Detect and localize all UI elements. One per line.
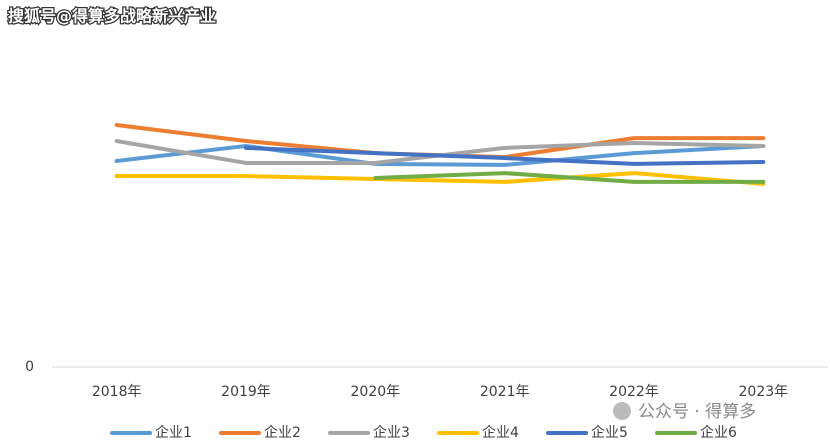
- watermark-icon: [613, 402, 631, 420]
- x-tick-label: 2019年: [221, 384, 271, 400]
- legend-label: 企业2: [264, 424, 301, 441]
- legend-label: 企业4: [482, 424, 519, 441]
- legend-label: 企业1: [155, 424, 192, 441]
- x-tick-label: 2022年: [609, 384, 659, 400]
- x-tick-label: 2020年: [351, 384, 401, 400]
- series-line: [114, 171, 766, 186]
- legend-label: 企业3: [373, 424, 410, 441]
- chart-title: 搜狐号@得算多战略新兴产业: [8, 7, 216, 26]
- y-tick-label: 0: [25, 359, 34, 375]
- watermark: 公众号 · 得算多: [638, 402, 756, 422]
- x-tick-label: 2023年: [739, 384, 789, 400]
- legend-label: 企业6: [700, 424, 737, 441]
- x-tick-label: 2018年: [92, 384, 142, 400]
- series-line: [373, 171, 766, 184]
- legend-label: 企业5: [591, 424, 628, 441]
- series-line: [114, 143, 766, 167]
- series-line: [244, 145, 766, 166]
- x-tick-label: 2021年: [480, 384, 530, 400]
